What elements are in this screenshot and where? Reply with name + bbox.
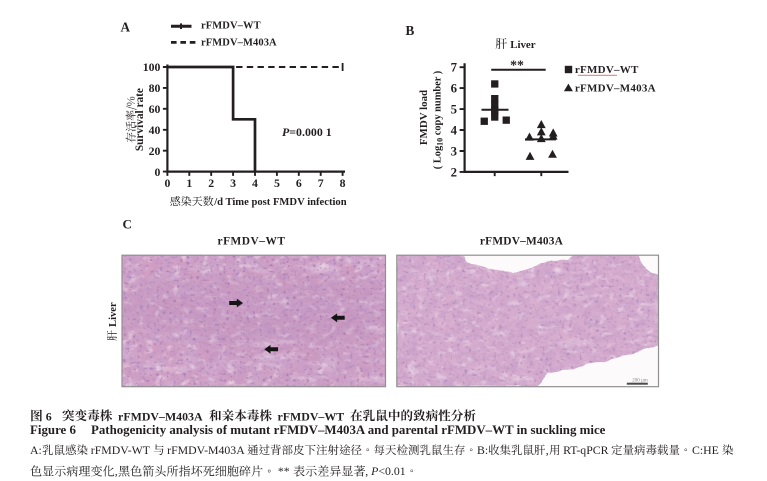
svg-text:B: B — [406, 23, 415, 38]
svg-text:FMDV load: FMDV load — [418, 90, 430, 145]
svg-text:0: 0 — [164, 176, 170, 190]
svg-text:rFMDV–WT: rFMDV–WT — [575, 64, 639, 76]
svg-text:rFMDV–WT: rFMDV–WT — [201, 21, 261, 32]
svg-text:40: 40 — [149, 123, 161, 137]
svg-text:Survival rate: Survival rate — [134, 88, 146, 151]
svg-text:**: ** — [510, 57, 524, 72]
svg-text:Liver: Liver — [510, 39, 536, 51]
svg-text:5: 5 — [451, 103, 457, 117]
svg-text:6: 6 — [296, 176, 302, 190]
svg-text:C: C — [123, 217, 132, 232]
svg-text:rFMDV–WT: rFMDV–WT — [218, 236, 286, 248]
svg-text:rFMDV–M403A: rFMDV–M403A — [201, 37, 277, 48]
svg-text:20: 20 — [149, 144, 161, 158]
svg-text:4: 4 — [252, 176, 258, 190]
svg-text:Liver: Liver — [108, 302, 119, 327]
svg-text:100: 100 — [143, 60, 161, 74]
svg-text:3: 3 — [451, 144, 457, 158]
svg-text:7: 7 — [318, 176, 324, 190]
svg-text:/d Time post FMDV infection: /d Time post FMDV infection — [213, 197, 347, 208]
svg-text:3: 3 — [230, 176, 236, 190]
svg-text:0: 0 — [154, 165, 160, 179]
svg-text:2: 2 — [451, 165, 457, 179]
svg-text:5: 5 — [274, 176, 280, 190]
svg-text:1: 1 — [186, 176, 192, 190]
svg-text:200 µm: 200 µm — [632, 379, 648, 384]
svg-text:6: 6 — [451, 82, 458, 96]
svg-text:8: 8 — [340, 176, 346, 190]
svg-text:( Log10 copy number ): ( Log10 copy number ) — [433, 71, 445, 169]
svg-text:60: 60 — [149, 102, 161, 116]
svg-text:80: 80 — [149, 81, 161, 95]
svg-text:rFMDV–M403A: rFMDV–M403A — [575, 83, 656, 95]
svg-text:7: 7 — [451, 61, 458, 75]
svg-text:P=0.000 1: P=0.000 1 — [282, 125, 332, 139]
svg-text:rFMDV–M403A: rFMDV–M403A — [480, 236, 564, 248]
svg-text:A: A — [121, 20, 131, 35]
svg-text:4: 4 — [451, 123, 458, 137]
svg-text:2: 2 — [208, 176, 214, 190]
